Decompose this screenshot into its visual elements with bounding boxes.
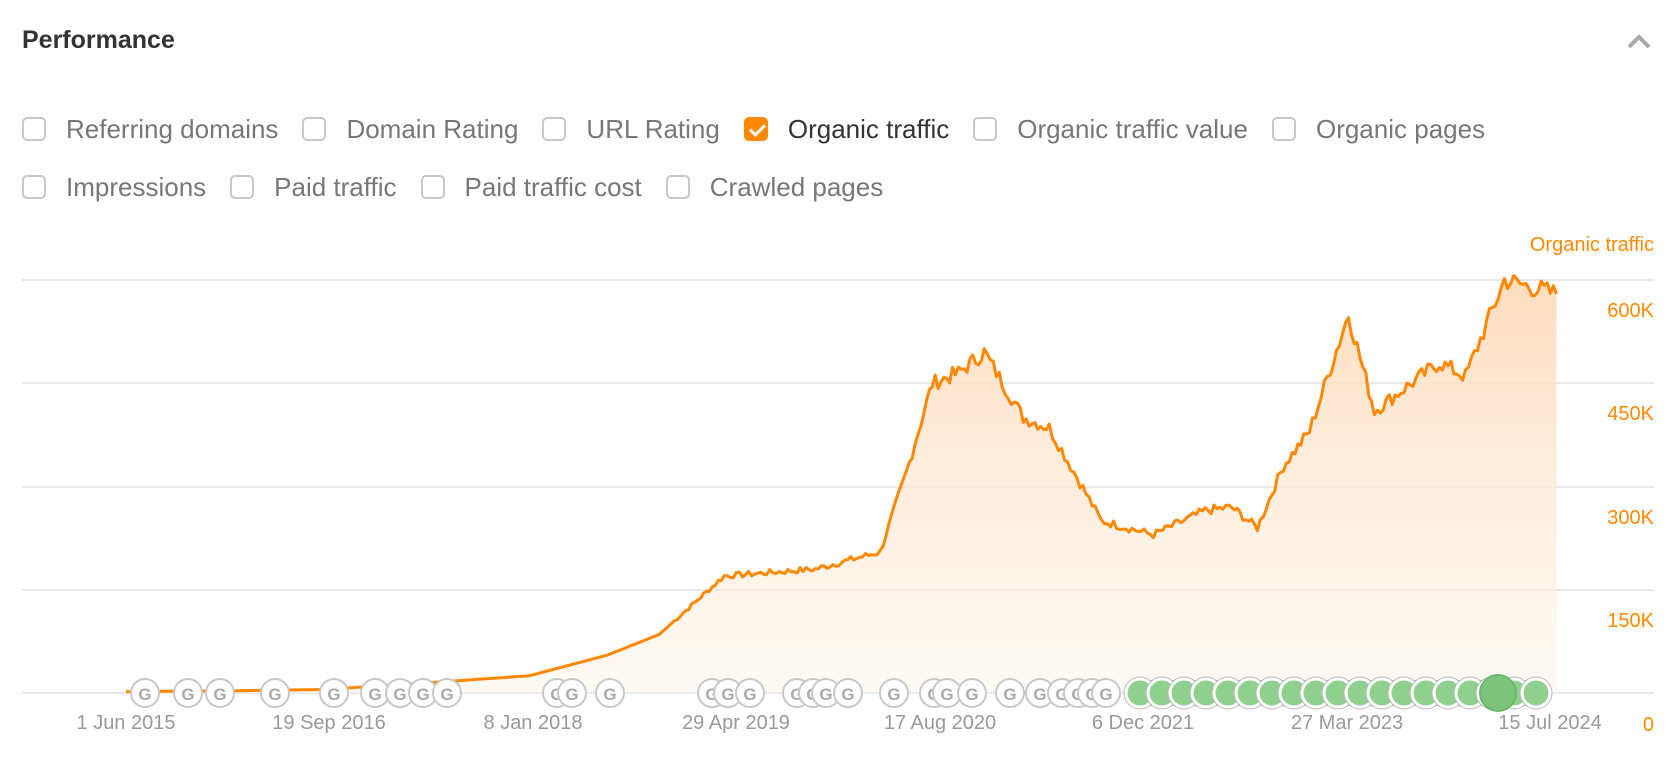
metric-paid-traffic[interactable]: Paid traffic [230, 172, 397, 203]
metric-url-rating[interactable]: URL Rating [542, 114, 720, 145]
metric-referring-domains[interactable]: Referring domains [22, 114, 278, 145]
metric-domain-rating[interactable]: Domain Rating [302, 114, 518, 145]
svg-text:G: G [368, 685, 381, 704]
chevron-up-icon[interactable] [1624, 30, 1654, 54]
svg-text:G: G [565, 685, 578, 704]
traffic-area [126, 274, 1558, 694]
checkbox[interactable] [665, 175, 690, 199]
x-tick: 29 Apr 2019 [682, 712, 790, 734]
x-tick: 8 Jan 2018 [483, 712, 583, 734]
x-tick: 1 Jun 2015 [76, 712, 176, 734]
metric-row-2: Impressions Paid traffic Paid traffic co… [22, 158, 1622, 216]
y-axis-title: Organic traffic [1529, 234, 1654, 256]
metric-selector: Referring domains Domain Rating URL Rati… [22, 100, 1622, 216]
google-update-markers[interactable]: GGGGGGGGGGGGGGGGGGGGGGGGGGGGG [130, 674, 1553, 712]
metric-crawled-pages[interactable]: Crawled pages [665, 172, 883, 203]
svg-text:G: G [721, 685, 734, 704]
metric-organic-pages[interactable]: Organic pages [1271, 114, 1485, 145]
x-tick: 27 Mar 2023 [1290, 712, 1404, 734]
x-tick: 15 Jul 2024 [1498, 712, 1602, 734]
checkbox[interactable] [22, 117, 46, 141]
svg-text:G: G [138, 685, 151, 704]
svg-text:G: G [887, 685, 900, 704]
checkbox[interactable] [302, 117, 327, 141]
checkbox[interactable] [973, 117, 998, 141]
svg-text:G: G [440, 685, 453, 704]
y-tick-300k: 300K [1607, 507, 1654, 529]
svg-text:G: G [603, 685, 616, 704]
metric-organic-traffic-value[interactable]: Organic traffic value [973, 114, 1248, 145]
metric-impressions[interactable]: Impressions [22, 172, 206, 203]
svg-text:G: G [940, 685, 953, 704]
checkbox[interactable] [542, 117, 567, 141]
svg-text:G: G [1033, 685, 1046, 704]
metric-row-1: Referring domains Domain Rating URL Rati… [22, 100, 1622, 158]
svg-text:G: G [819, 685, 832, 704]
metric-organic-traffic[interactable]: Organic traffic [743, 114, 949, 145]
svg-text:G: G [743, 685, 756, 704]
checkbox-checked[interactable] [743, 117, 768, 141]
x-tick: 6 Dec 2021 [1091, 712, 1195, 734]
x-tick: 19 Sep 2016 [272, 712, 386, 734]
svg-text:G: G [181, 685, 194, 704]
svg-text:G: G [416, 685, 429, 704]
svg-text:G: G [393, 685, 406, 704]
y-tick-150k: 150K [1607, 610, 1654, 632]
svg-text:G: G [213, 685, 226, 704]
svg-text:G: G [965, 685, 978, 704]
panel-title: Performance [22, 26, 175, 54]
checkbox[interactable] [1271, 117, 1296, 141]
svg-text:G: G [1099, 685, 1112, 704]
svg-text:G: G [1003, 685, 1016, 704]
svg-text:G: G [841, 685, 854, 704]
checkbox[interactable] [22, 175, 46, 199]
y-tick-450k: 450K [1607, 403, 1654, 425]
svg-text:G: G [327, 685, 340, 704]
metric-paid-traffic-cost[interactable]: Paid traffic cost [420, 172, 642, 203]
checkbox[interactable] [230, 175, 255, 199]
y-tick-0: 0 [1642, 714, 1654, 736]
svg-text:G: G [268, 685, 281, 704]
y-tick-600k: 600K [1607, 300, 1654, 322]
x-tick: 17 Aug 2020 [883, 712, 997, 734]
checkbox[interactable] [420, 175, 445, 199]
